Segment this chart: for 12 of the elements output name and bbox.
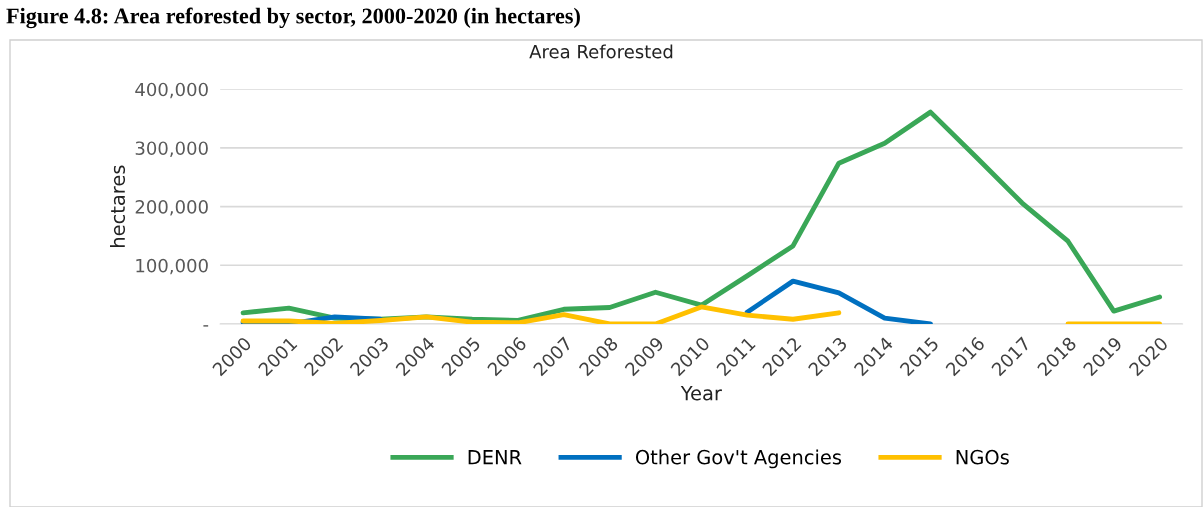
legend-label: NGOs [956, 449, 1009, 465]
legend-label: Other Gov't Agencies [635, 449, 842, 469]
legend-label: DENR [468, 450, 522, 465]
chart-subtitle: Area Reforested [529, 44, 673, 59]
y-tick-label: 300,000 [135, 141, 208, 157]
y-tick-label: 400,000 [135, 82, 208, 99]
y-tick-label: 100,000 [136, 258, 208, 275]
chart-title: Figure 4.8: Area reforested by sector, 2000-2020 (in hectares) [6, 7, 580, 29]
x-axis-title: Year [680, 386, 722, 401]
y-tick-label: - [203, 325, 209, 327]
y-tick-label: 200,000 [135, 200, 208, 216]
y-axis-title: hectares [110, 165, 126, 247]
